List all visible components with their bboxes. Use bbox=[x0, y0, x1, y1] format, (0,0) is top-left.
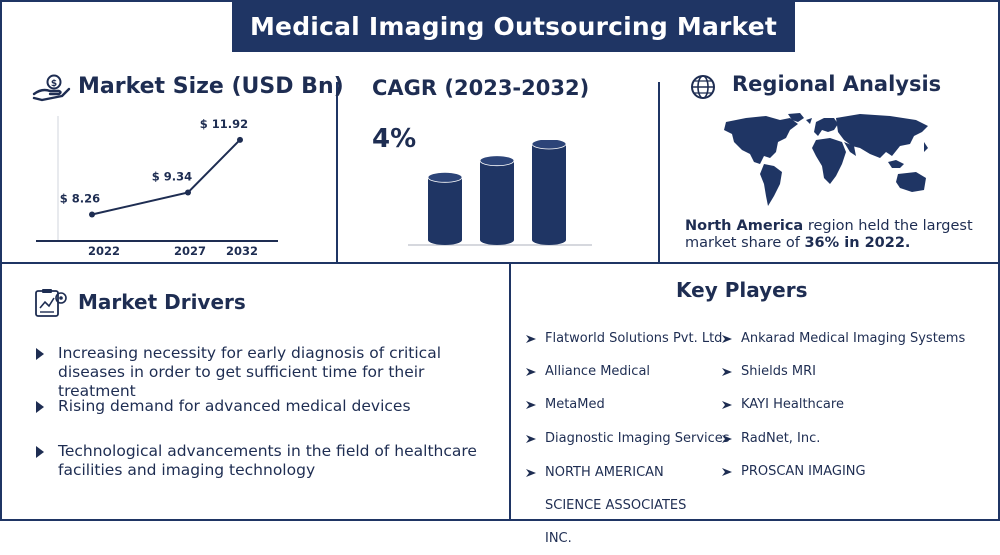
cagr-value: 4% bbox=[372, 124, 417, 154]
player-item: Flatworld Solutions Pvt. Ltd. bbox=[524, 331, 727, 346]
globe-icon bbox=[690, 74, 716, 100]
arrow-icon bbox=[722, 400, 732, 409]
bullet-triangle-icon bbox=[36, 348, 44, 360]
arrow-icon bbox=[722, 367, 732, 376]
market-size-heading: Market Size (USD Bn) bbox=[78, 74, 344, 99]
arrow-icon bbox=[526, 400, 536, 409]
cylinder-bar bbox=[531, 140, 567, 245]
regional-text: North America region held the largest ma… bbox=[685, 218, 985, 252]
money-hand-icon: $ bbox=[32, 74, 72, 102]
data-label: $ 8.26 bbox=[60, 191, 100, 205]
arrow-icon bbox=[526, 334, 536, 343]
arrow-icon bbox=[526, 367, 536, 376]
data-point bbox=[185, 189, 191, 196]
regional-text-middle: region held the largest market share of bbox=[685, 218, 973, 251]
driver-text: Technological advancements in the field … bbox=[58, 442, 477, 479]
regional-region: North America bbox=[685, 218, 804, 234]
data-point bbox=[89, 211, 95, 218]
arrow-icon bbox=[722, 434, 732, 443]
divider-top-left bbox=[336, 82, 338, 262]
player-name: PROSCAN IMAGING bbox=[741, 464, 866, 479]
regional-heading: Regional Analysis bbox=[732, 72, 942, 96]
cagr-cylinder-chart bbox=[408, 140, 592, 246]
player-item: PROSCAN IMAGING bbox=[720, 464, 866, 479]
data-label: $ 9.34 bbox=[152, 169, 192, 183]
data-label: $ 11.92 bbox=[200, 117, 248, 131]
player-item: Shields MRI bbox=[720, 364, 816, 379]
arrow-icon bbox=[526, 469, 536, 477]
player-item: Alliance Medical bbox=[524, 364, 650, 379]
player-item: MetaMed bbox=[524, 397, 605, 412]
player-name: RadNet, Inc. bbox=[741, 431, 821, 446]
drivers-heading: Market Drivers bbox=[78, 290, 246, 314]
player-item: Ankarad Medical Imaging Systems bbox=[720, 331, 965, 346]
player-name: Flatworld Solutions Pvt. Ltd. bbox=[545, 331, 727, 346]
bullet-triangle-icon bbox=[36, 401, 44, 413]
svg-text:$: $ bbox=[51, 79, 57, 89]
player-item: Diagnostic Imaging Services bbox=[524, 431, 730, 446]
player-item: KAYI Healthcare bbox=[720, 397, 844, 412]
x-tick-label: 2032 bbox=[226, 244, 258, 258]
arrow-icon bbox=[722, 467, 732, 476]
player-name: Diagnostic Imaging Services bbox=[545, 431, 730, 446]
arrow-icon bbox=[526, 434, 536, 443]
clipboard-chart-icon bbox=[34, 288, 68, 318]
player-name: MetaMed bbox=[545, 397, 605, 412]
bullet-triangle-icon bbox=[36, 446, 44, 458]
player-item: NORTH AMERICAN SCIENCE ASSOCIATES INC. bbox=[524, 464, 715, 555]
divider-top-right bbox=[658, 82, 660, 262]
arrow-icon bbox=[722, 334, 732, 343]
player-name: Alliance Medical bbox=[545, 364, 651, 379]
player-name: Shields MRI bbox=[741, 364, 816, 379]
player-name: KAYI Healthcare bbox=[741, 397, 844, 412]
driver-text: Increasing necessity for early diagnosis… bbox=[58, 344, 442, 400]
x-tick-label: 2027 bbox=[174, 244, 206, 258]
player-name: NORTH AMERICAN SCIENCE ASSOCIATES INC. bbox=[545, 465, 687, 546]
player-item: RadNet, Inc. bbox=[720, 431, 820, 446]
regional-share: 36% in 2022. bbox=[804, 235, 911, 251]
divider-bottom bbox=[509, 262, 511, 521]
data-point bbox=[237, 136, 243, 143]
market-size-chart: $ 8.26 2022 $ 9.34 2027 $ 11.92 2032 bbox=[36, 116, 278, 258]
divider-horizontal bbox=[0, 262, 1000, 264]
driver-item: Increasing necessity for early diagnosis… bbox=[36, 344, 506, 401]
page-title: Medical Imaging Outsourcing Market bbox=[232, 0, 795, 52]
driver-text: Rising demand for advanced medical devic… bbox=[58, 397, 411, 415]
x-tick-label: 2022 bbox=[88, 244, 120, 258]
cagr-heading: CAGR (2023-2032) bbox=[372, 76, 590, 100]
world-map bbox=[724, 113, 928, 206]
players-heading: Key Players bbox=[676, 278, 808, 302]
cylinder-bar bbox=[479, 155, 515, 245]
driver-item: Technological advancements in the field … bbox=[36, 442, 506, 480]
cylinder-bar bbox=[427, 171, 463, 245]
player-name: Ankarad Medical Imaging Systems bbox=[741, 331, 966, 346]
driver-item: Rising demand for advanced medical devic… bbox=[36, 397, 506, 416]
